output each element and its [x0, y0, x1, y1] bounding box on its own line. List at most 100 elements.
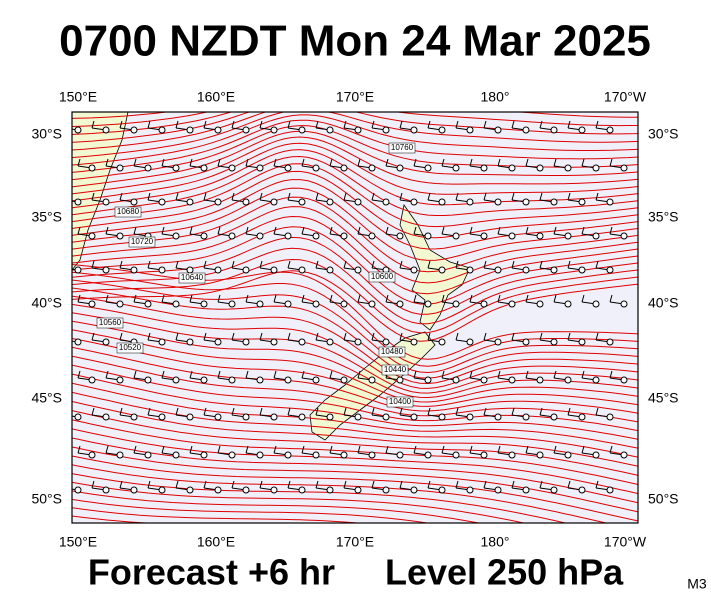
height-contour — [72, 400, 638, 467]
height-contour — [72, 119, 638, 173]
contour-label-bg — [116, 342, 144, 354]
wind-barb-flag — [315, 480, 319, 489]
height-contour — [72, 125, 638, 181]
station — [130, 413, 138, 421]
station — [592, 376, 600, 384]
lon-label: 150°E — [59, 534, 97, 550]
station — [564, 164, 572, 172]
station — [564, 451, 572, 459]
model-label: M3 — [687, 576, 707, 592]
station — [74, 266, 82, 274]
station — [88, 376, 96, 384]
map-frame — [71, 111, 639, 524]
wind-barb-flag — [483, 407, 487, 416]
station — [452, 232, 460, 240]
wind-barb-flag — [287, 332, 291, 341]
wind-barb-flag — [511, 332, 515, 341]
station — [130, 198, 138, 206]
contour-label-bg — [178, 272, 206, 284]
wind-barb-flag — [595, 407, 599, 416]
wind-barb-flag — [119, 407, 123, 416]
wind-barb-flag — [147, 407, 151, 416]
station — [452, 451, 460, 459]
wind-barb-flag — [273, 294, 277, 303]
station — [620, 300, 628, 308]
station — [88, 164, 96, 172]
wind-barb-flag — [91, 192, 95, 201]
station — [522, 486, 530, 494]
lat-label: 35°S — [648, 209, 679, 225]
wind-barb-flag — [315, 260, 319, 269]
height-contour — [72, 481, 527, 523]
contour-label: 10760 — [391, 143, 414, 152]
wind-barb-flag — [399, 260, 403, 269]
wind-barb-flag — [161, 226, 165, 235]
station — [480, 232, 488, 240]
wind-barb-flag — [399, 407, 403, 416]
wind-barb-flag — [147, 120, 151, 129]
lat-label: 30°S — [31, 126, 62, 142]
wind-barb-flag — [357, 294, 361, 303]
station — [424, 376, 432, 384]
height-contour — [72, 490, 482, 523]
height-contour — [72, 226, 638, 305]
contour-label-bg — [114, 206, 142, 218]
station — [312, 300, 320, 308]
wind-barb-flag — [595, 260, 599, 269]
wind-barb-flag — [357, 370, 361, 379]
station — [200, 300, 208, 308]
station — [116, 451, 124, 459]
height-contour — [72, 498, 431, 523]
station — [144, 164, 152, 172]
station — [284, 376, 292, 384]
wind-barb-flag — [581, 294, 585, 303]
wind-barb-flag — [371, 192, 375, 201]
wind-barb-flag — [553, 226, 557, 235]
wind-barb-flag — [77, 445, 81, 454]
station — [228, 164, 236, 172]
height-contour — [72, 295, 638, 385]
station — [550, 266, 558, 274]
station — [340, 300, 348, 308]
height-contour — [72, 206, 638, 284]
wind-barb-flag — [287, 480, 291, 489]
wind-barb-flag — [147, 480, 151, 489]
wind-barb-flag — [413, 158, 417, 167]
station — [410, 338, 418, 346]
station — [158, 266, 166, 274]
station — [550, 126, 558, 134]
wind-barb-flag — [567, 407, 571, 416]
station — [312, 232, 320, 240]
wind-barb-flag — [203, 407, 207, 416]
station — [228, 376, 236, 384]
wind-barb-flag — [469, 445, 473, 454]
wind-barb-flag — [329, 445, 333, 454]
station — [550, 198, 558, 206]
station — [438, 338, 446, 346]
wind-barb-flag — [609, 445, 613, 454]
station — [354, 486, 362, 494]
height-contour — [72, 437, 638, 504]
station — [396, 300, 404, 308]
wind-barb-flag — [91, 260, 95, 269]
wind-barb-flag — [595, 332, 599, 341]
wind-barb-flag — [357, 226, 361, 235]
station — [424, 232, 432, 240]
station — [102, 266, 110, 274]
station — [312, 164, 320, 172]
contour-label-bg — [96, 317, 124, 329]
wind-barb-flag — [147, 332, 151, 341]
wind-barb-flag — [301, 158, 305, 167]
wind-barb-flag — [231, 407, 235, 416]
station — [256, 232, 264, 240]
height-contour — [72, 179, 638, 250]
wind-barb-flag — [455, 260, 459, 269]
station — [284, 300, 292, 308]
station — [494, 486, 502, 494]
contour-label: 10520 — [119, 343, 142, 352]
station — [382, 198, 390, 206]
station — [354, 266, 362, 274]
height-contour — [72, 264, 638, 360]
wind-barb-flag — [203, 120, 207, 129]
station — [158, 198, 166, 206]
